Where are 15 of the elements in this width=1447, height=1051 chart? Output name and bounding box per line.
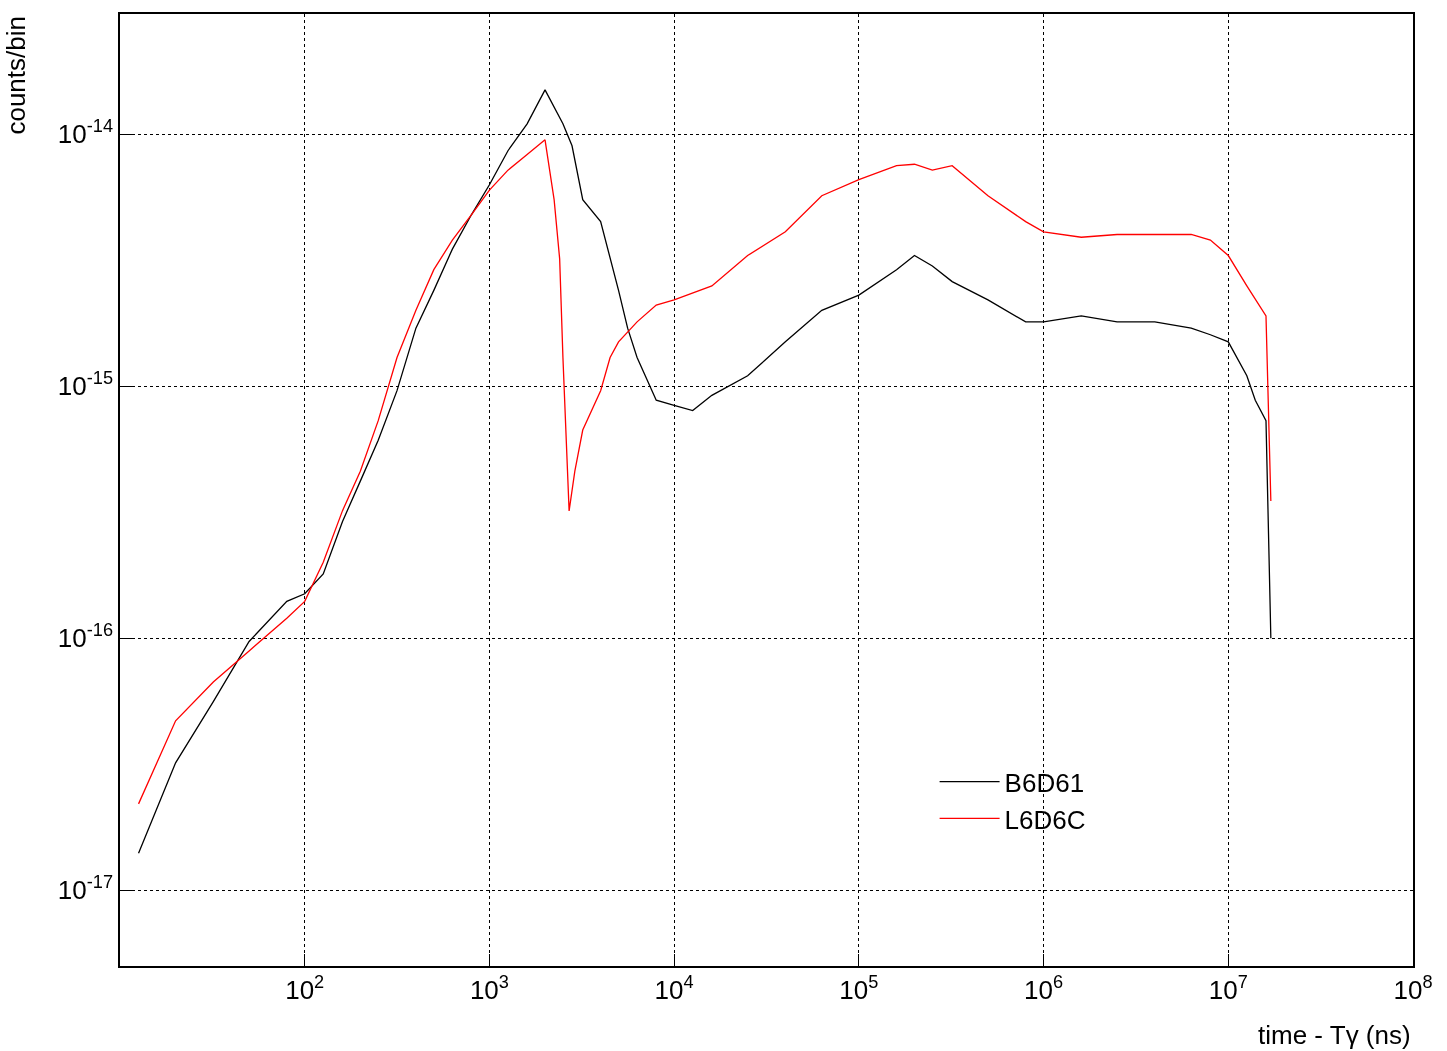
legend-label: B6D61	[1004, 767, 1085, 798]
x-tick-label: 10$^{4}$	[654, 972, 694, 1005]
y-tick-label: 10$^{-16}$	[57, 620, 114, 654]
y-tick-label: 10$^{-15}$	[57, 368, 114, 402]
x-tick-label: 10$^{6}$	[1024, 972, 1064, 1005]
x-tick-label: 10$^{5}$	[839, 972, 879, 1005]
y-tick-label: 10$^{-17}$	[57, 872, 114, 906]
x-tick-label: 10$^{8}$	[1393, 972, 1433, 1005]
legend-label: L6D6C	[1004, 804, 1086, 835]
y-axis-title: counts/bin	[0, 16, 31, 135]
y-tick-label: 10$^{-14}$	[57, 116, 114, 150]
x-axis-title: time - Tγ (ns)	[1258, 1020, 1411, 1050]
x-tick-label: 10$^{7}$	[1208, 972, 1248, 1005]
x-tick-label: 10$^{2}$	[285, 972, 325, 1005]
x-tick-label: 10$^{3}$	[469, 972, 509, 1005]
